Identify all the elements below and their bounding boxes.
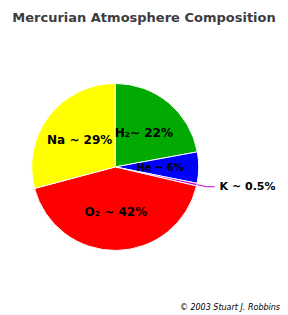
svg-text:© 2003 Stuart J. Robbins: © 2003 Stuart J. Robbins xyxy=(180,303,280,312)
svg-text:K ~ 0.5%: K ~ 0.5% xyxy=(220,180,276,193)
svg-text:H₂~ 22%: H₂~ 22% xyxy=(115,126,173,140)
svg-text:Mercurian Atmosphere Compositi: Mercurian Atmosphere Composition xyxy=(12,10,275,25)
svg-text:O₂ ~ 42%: O₂ ~ 42% xyxy=(85,205,148,219)
svg-text:Na ~ 29%: Na ~ 29% xyxy=(47,133,112,147)
svg-text:He ~ 6%: He ~ 6% xyxy=(136,162,183,173)
